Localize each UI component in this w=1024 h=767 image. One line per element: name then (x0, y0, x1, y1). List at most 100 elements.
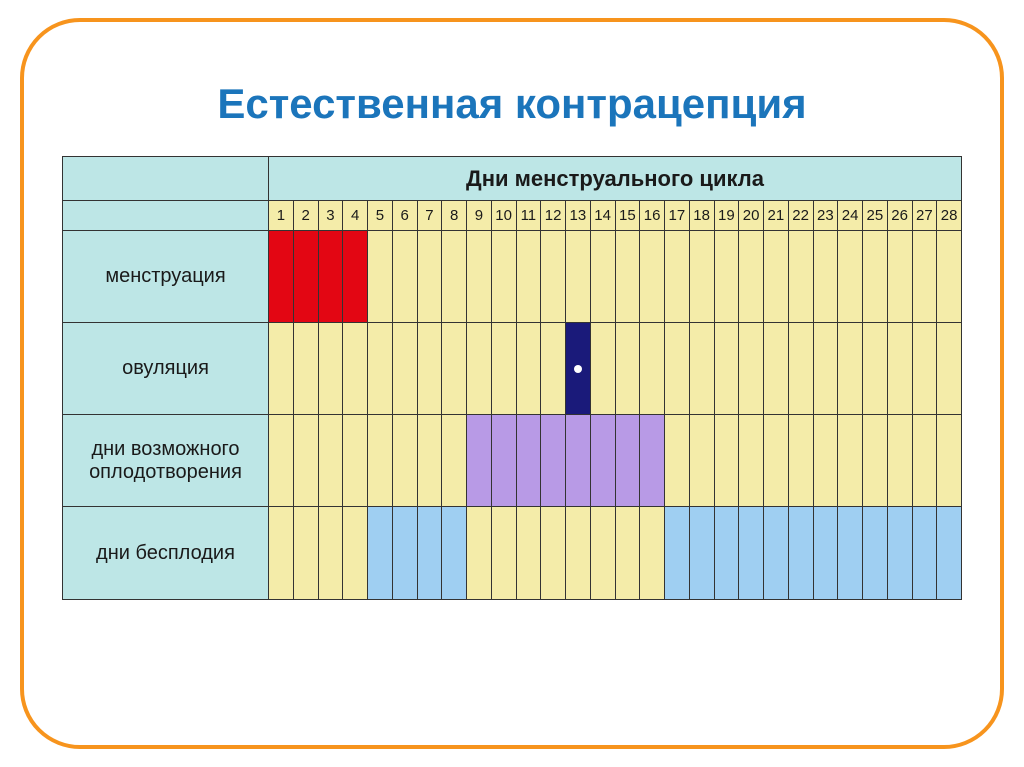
day-cell (913, 323, 938, 414)
day-number: 17 (665, 201, 690, 230)
day-cell (541, 323, 566, 414)
day-cell (616, 507, 641, 599)
daynums-label-blank (63, 201, 269, 230)
day-cell (789, 507, 814, 599)
day-cell (913, 231, 938, 322)
day-number: 4 (343, 201, 368, 230)
day-numbers-row: 1234567891011121314151617181920212223242… (63, 201, 961, 231)
day-cell (863, 507, 888, 599)
day-number: 15 (616, 201, 641, 230)
day-cell (368, 323, 393, 414)
day-cell (418, 507, 443, 599)
day-cell (442, 231, 467, 322)
row-cells (269, 323, 961, 414)
day-cell (863, 231, 888, 322)
day-cell (393, 231, 418, 322)
day-cell (690, 323, 715, 414)
day-cell (418, 231, 443, 322)
day-cell (616, 415, 641, 506)
day-cell (319, 231, 344, 322)
day-cell (715, 231, 740, 322)
page-title: Естественная контрацепция (24, 80, 1000, 128)
day-number: 23 (814, 201, 839, 230)
day-cell (888, 231, 913, 322)
day-cell (368, 415, 393, 506)
day-cell (814, 415, 839, 506)
day-cell (591, 507, 616, 599)
day-cell (715, 415, 740, 506)
day-cell (294, 231, 319, 322)
day-number: 2 (294, 201, 319, 230)
day-number: 22 (789, 201, 814, 230)
day-number: 28 (937, 201, 961, 230)
day-cell (269, 231, 294, 322)
day-cell (343, 507, 368, 599)
day-cell (616, 231, 641, 322)
day-cell (467, 231, 492, 322)
day-number: 7 (418, 201, 443, 230)
day-cell (442, 415, 467, 506)
day-cell (492, 323, 517, 414)
day-cell (294, 507, 319, 599)
day-cell (789, 323, 814, 414)
day-cell (715, 507, 740, 599)
day-number: 12 (541, 201, 566, 230)
day-cell (937, 507, 961, 599)
day-number: 14 (591, 201, 616, 230)
day-cell (541, 415, 566, 506)
day-cell (814, 507, 839, 599)
day-number: 3 (319, 201, 344, 230)
day-cell (690, 507, 715, 599)
day-cell (566, 323, 591, 414)
table-row: менструация (63, 231, 961, 323)
day-cell (541, 231, 566, 322)
day-cell (467, 507, 492, 599)
day-cell (269, 507, 294, 599)
day-cell (715, 323, 740, 414)
day-cell (541, 507, 566, 599)
day-cell (269, 415, 294, 506)
day-cell (517, 323, 542, 414)
day-cell (937, 231, 961, 322)
day-cell (393, 507, 418, 599)
day-cell (764, 507, 789, 599)
day-cell (665, 231, 690, 322)
day-cell (814, 231, 839, 322)
day-cell (690, 231, 715, 322)
day-cell (913, 507, 938, 599)
day-cell (319, 507, 344, 599)
day-number: 8 (442, 201, 467, 230)
day-number: 11 (517, 201, 542, 230)
day-number: 20 (739, 201, 764, 230)
day-cell (863, 415, 888, 506)
day-number: 9 (467, 201, 492, 230)
day-cell (789, 231, 814, 322)
day-cell (393, 415, 418, 506)
row-label: дни возможного оплодотворения (63, 415, 269, 506)
day-cell (343, 323, 368, 414)
chart-header: Дни менструального цикла (63, 157, 961, 201)
day-number: 16 (640, 201, 665, 230)
day-cell (492, 507, 517, 599)
day-cell (418, 415, 443, 506)
day-number: 19 (715, 201, 740, 230)
day-cell (863, 323, 888, 414)
day-cell (442, 323, 467, 414)
day-cell (492, 415, 517, 506)
day-cell (764, 415, 789, 506)
day-cell (294, 323, 319, 414)
day-cell (665, 415, 690, 506)
day-cell (294, 415, 319, 506)
day-number: 1 (269, 201, 294, 230)
day-cell (888, 323, 913, 414)
day-number: 27 (913, 201, 938, 230)
day-cell (764, 231, 789, 322)
day-number: 25 (863, 201, 888, 230)
table-row: дни бесплодия (63, 507, 961, 599)
day-cell (739, 507, 764, 599)
day-cell (566, 231, 591, 322)
day-cell (566, 415, 591, 506)
day-number: 10 (492, 201, 517, 230)
day-cell (838, 323, 863, 414)
day-cell (319, 415, 344, 506)
